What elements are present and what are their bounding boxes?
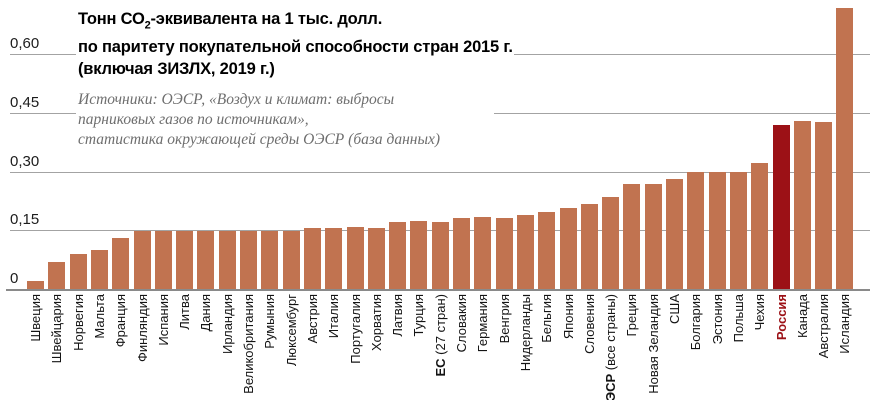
x-label-Швеция: Швеция xyxy=(28,294,43,342)
title-line-2: по паритету покупательной способности ст… xyxy=(78,38,513,57)
bar-Нидерланды xyxy=(516,215,534,289)
x-label-Россия: Россия xyxy=(773,294,789,341)
bar-Финляндия xyxy=(133,231,151,289)
bar-Люксембург xyxy=(282,231,300,289)
bar-Исландия xyxy=(836,8,854,289)
x-label-Австралия: Австралия xyxy=(816,294,832,359)
bar-Хорватия xyxy=(367,228,385,289)
x-label-Португалия: Португалия xyxy=(347,294,363,364)
bar-Австралия xyxy=(815,122,833,289)
x-label-Венгрия: Венгрия xyxy=(496,294,512,344)
x-label-Словения: Словения xyxy=(581,294,597,354)
x-label-Эстония: Эстония xyxy=(709,294,725,345)
x-label-Италия: Италия xyxy=(326,294,342,339)
y-tick-label-0,30: 0,30 xyxy=(10,153,40,170)
source-line-1: Источники: ОЭСР, «Воздух и климат: выбро… xyxy=(78,91,395,108)
bar-Словения xyxy=(580,204,598,289)
x-label-Чехия: Чехия xyxy=(752,294,768,331)
gridline-0,30 xyxy=(10,172,870,173)
bar-Мальта xyxy=(90,250,108,289)
x-label-Испания: Испания xyxy=(155,294,171,346)
x-label-Финляндия: Финляндия xyxy=(134,294,150,363)
x-label-Великобритания: Великобритания xyxy=(241,294,256,394)
bar-Япония xyxy=(559,208,577,289)
bar-Эстония xyxy=(708,172,726,289)
bar-Швеция xyxy=(27,281,44,289)
bar-Латвия xyxy=(389,222,407,289)
bar-Канада xyxy=(793,121,811,289)
bar-Литва xyxy=(176,231,194,289)
bar-Ирландия xyxy=(218,231,236,289)
bar-Бельгия xyxy=(538,212,556,289)
title-line-3: (включая ЗИЗЛХ, 2019 г.) xyxy=(78,60,275,79)
source-line-3: статистика окружающей среды ОЭСР (база д… xyxy=(78,131,441,148)
bar-Греция xyxy=(623,184,641,289)
bar-США xyxy=(666,179,683,289)
bar-Новая Зеландия xyxy=(644,184,662,289)
x-axis-line xyxy=(6,289,870,291)
bar-Дания xyxy=(197,231,215,289)
bar-Румыния xyxy=(261,231,279,289)
bar-Польша xyxy=(729,172,747,289)
x-label-ОЭСР (все страны): ОЭСР (все страны) xyxy=(603,294,619,400)
bar-Португалия xyxy=(346,227,364,289)
chart-title: Тонн СО2-эквивалента на 1 тыс. долл. по … xyxy=(76,4,514,87)
y-tick-label-0,15: 0,15 xyxy=(10,211,40,228)
x-label-США: США xyxy=(667,294,682,324)
bar-Швейцария xyxy=(48,262,66,289)
x-label-Латвия: Латвия xyxy=(390,294,406,337)
x-label-Польша: Польша xyxy=(730,294,746,343)
x-label-Канада: Канада xyxy=(794,294,810,339)
source-line-2: парниковых газов по источникам», xyxy=(78,111,309,128)
x-label-Литва: Литва xyxy=(177,294,193,330)
bar-Франция xyxy=(112,238,130,289)
x-label-Румыния: Румыния xyxy=(262,294,278,349)
bar-Италия xyxy=(325,228,343,289)
x-label-Япония: Япония xyxy=(560,294,576,340)
bar-ЕС (27 стран) xyxy=(431,222,449,289)
bar-Турция xyxy=(410,221,428,289)
y-tick-label-0,60: 0,60 xyxy=(10,35,40,52)
y-tick-label-0: 0 xyxy=(10,270,19,287)
bar-Болгария xyxy=(687,172,705,289)
bar-ОЭСР (все страны) xyxy=(602,197,620,289)
x-label-Австрия: Австрия xyxy=(304,294,320,344)
x-label-ЕС (27 стран): ЕС (27 стран) xyxy=(432,294,448,377)
x-label-Ирландия: Ирландия xyxy=(219,294,235,355)
bar-Германия xyxy=(474,217,492,289)
x-label-Болгария: Болгария xyxy=(688,294,704,351)
title-line-1: Тонн СО2-эквивалента на 1 тыс. долл. xyxy=(78,10,383,32)
source-note: Источники: ОЭСР, «Воздух и климат: выбро… xyxy=(76,88,494,154)
bar-Венгрия xyxy=(495,218,513,289)
x-label-Люксембург: Люксембург xyxy=(283,294,299,367)
x-label-Хорватия: Хорватия xyxy=(368,294,384,351)
x-label-Франция: Франция xyxy=(113,294,129,348)
y-tick-label-0,45: 0,45 xyxy=(10,94,40,111)
x-label-Швейцария: Швейцария xyxy=(49,294,65,364)
x-label-Бельгия: Бельгия xyxy=(539,294,555,343)
bar-Чехия xyxy=(751,163,769,289)
x-label-Новая Зеландия: Новая Зеландия xyxy=(645,294,661,394)
bar-Великобритания xyxy=(240,231,257,289)
x-label-Турция: Турция xyxy=(411,294,427,337)
x-label-Дания: Дания xyxy=(198,294,214,332)
x-label-Исландия: Исландия xyxy=(837,294,853,354)
x-label-Мальта: Мальта xyxy=(91,294,107,339)
bar-Словакия xyxy=(453,218,470,289)
x-label-Норвегия: Норвегия xyxy=(70,294,86,351)
bar-Россия xyxy=(772,125,790,289)
x-label-Германия: Германия xyxy=(475,294,491,353)
x-label-Греция: Греция xyxy=(624,294,640,337)
bar-Испания xyxy=(154,231,172,289)
bar-Норвегия xyxy=(69,254,87,289)
x-label-Словакия: Словакия xyxy=(454,294,469,353)
x-label-Нидерланды: Нидерланды xyxy=(517,294,533,372)
bar-Австрия xyxy=(303,228,321,289)
